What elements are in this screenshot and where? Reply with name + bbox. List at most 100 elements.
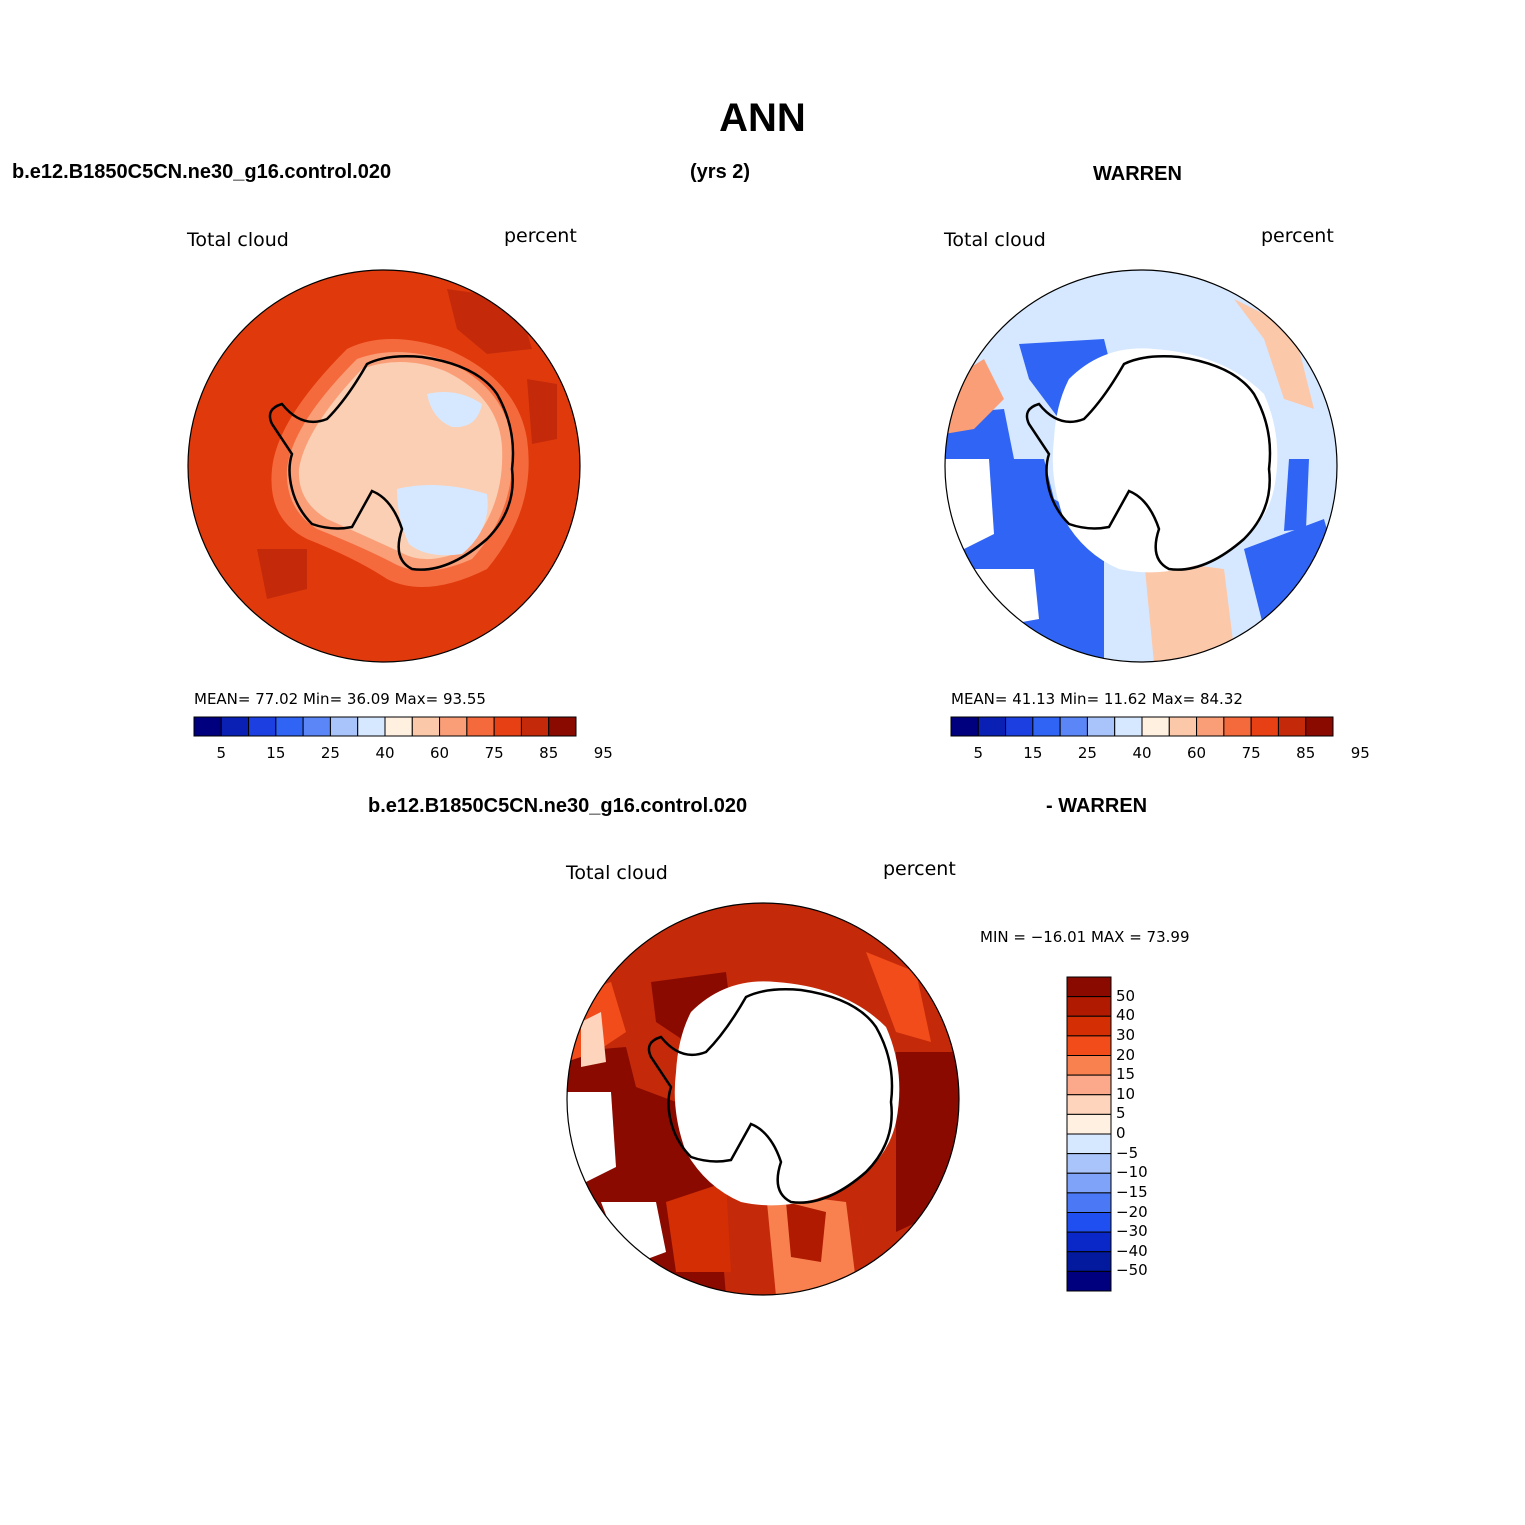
diff-colorbar-box: [1066, 996, 1112, 1017]
diff-colorbar-tick-label: −10: [1116, 1163, 1148, 1182]
diff-polar-map: [566, 902, 960, 1296]
diff-map-border: [566, 902, 960, 1296]
obs-colorbar-box: [1196, 716, 1225, 737]
obs-field-blue-southeast: [1244, 519, 1337, 629]
model-colorbar-box: [466, 716, 495, 737]
model-colorbar-box: [411, 716, 441, 737]
model-colorbar-tick-label: 15: [266, 744, 286, 762]
model-map-border: [187, 269, 581, 663]
model-colorbar-box: [275, 716, 304, 737]
model-field-low-patch-north: [427, 391, 482, 428]
obs-stats: MEAN= 41.13 Min= 11.62 Max= 84.32: [951, 690, 1243, 708]
diff-colorbar-box: [1066, 1251, 1112, 1272]
diff-colorbar-box: [1066, 1231, 1112, 1253]
obs-variable-label: Total cloud: [944, 229, 1046, 251]
obs-field-blue-northwest: [1019, 339, 1114, 419]
diff-field-light-west: [581, 1012, 606, 1067]
diff-colorbar-box: [1066, 1192, 1112, 1213]
model-colorbar-tick-label: 75: [484, 744, 504, 762]
diff-colorbar-tick-label: −40: [1116, 1241, 1148, 1260]
model-colorbar-box: [439, 716, 468, 737]
obs-colorbar-box: [1086, 716, 1116, 737]
model-field-dark-patch-south: [257, 549, 307, 599]
model-colorbar-tick-label: 25: [320, 744, 340, 762]
diff-colorbar-tick-label: 40: [1116, 1006, 1136, 1025]
obs-colorbar-tick-label: 95: [1350, 744, 1370, 762]
model-colorbar-box: [384, 716, 413, 737]
diff-colorbar-tick-label: 30: [1116, 1025, 1136, 1044]
obs-colorbar-tick-label: 25: [1077, 744, 1097, 762]
diff-colorbar-tick-label: −50: [1116, 1261, 1148, 1280]
diff-colorbar-box: [1066, 1270, 1112, 1292]
model-colorbar-tick-label: 60: [430, 744, 450, 762]
diff-colorbar-box: [1066, 976, 1112, 998]
diff-colorbar-box: [1066, 1113, 1112, 1135]
model-colorbar-box: [329, 716, 359, 737]
diff-colorbar-tick-label: 20: [1116, 1045, 1136, 1064]
diff-minmax: MIN = −16.01 MAX = 73.99: [980, 928, 1190, 946]
obs-field-blue-east: [1284, 459, 1309, 531]
model-colorbar-tick-label: 85: [539, 744, 559, 762]
diff-field-interior: [674, 981, 900, 1206]
obs-colorbar-tick-label: 15: [1023, 744, 1043, 762]
diff-colorbar-box: [1066, 1133, 1112, 1155]
obs-colorbar-tick-label: 40: [1132, 744, 1152, 762]
diff-colorbar: [1066, 976, 1112, 1292]
obs-colorbar-tick-label: 60: [1187, 744, 1207, 762]
obs-colorbar-box: [1223, 716, 1252, 737]
obs-field-white-south: [974, 569, 1039, 629]
model-variable-label: Total cloud: [187, 229, 289, 251]
diff-colorbar-tick-label: −30: [1116, 1222, 1148, 1241]
diff-field-dark-south: [786, 1202, 826, 1262]
diff-antarctica-coastline: [647, 988, 894, 1204]
obs-colorbar-box: [1005, 716, 1034, 737]
obs-colorbar-box: [1168, 716, 1198, 737]
obs-polar-map: [944, 269, 1338, 663]
diff-variable-label: Total cloud: [566, 862, 668, 884]
diff-units-label: percent: [883, 858, 956, 880]
obs-field-peach-northeast: [1234, 299, 1314, 409]
diff-case-name-label: b.e12.B1850C5CN.ne30_g16.control.020: [368, 795, 748, 817]
diff-colorbar-box: [1066, 1153, 1112, 1174]
obs-colorbar-box: [1032, 716, 1061, 737]
obs-colorbar-box: [1277, 716, 1307, 737]
obs-colorbar-box: [1114, 716, 1143, 737]
diff-colorbar-box: [1066, 1035, 1112, 1056]
case-name-label: b.e12.B1850C5CN.ne30_g16.control.020: [12, 161, 392, 183]
obs-colorbar-tick-label: 75: [1241, 744, 1261, 762]
diff-colorbar-tick-label: 0: [1116, 1124, 1126, 1142]
obs-colorbar-box: [1141, 716, 1170, 737]
obs-map-border: [944, 269, 1338, 663]
obs-antarctica-coastline: [1025, 355, 1272, 571]
obs-colorbar-tick-label: 5: [973, 744, 984, 762]
diff-colorbar-tick-label: −5: [1116, 1143, 1139, 1162]
model-field-low-patch: [397, 485, 488, 556]
obs-colorbar-box: [977, 716, 1007, 737]
diff-obs-name-label: - WARREN: [1046, 795, 1148, 817]
diff-colorbar-box: [1066, 1055, 1112, 1076]
obs-name-label: WARREN: [1093, 163, 1182, 185]
diff-colorbar-box: [1066, 1212, 1112, 1233]
obs-colorbar-tick-label: 85: [1296, 744, 1316, 762]
figure-title: ANN: [719, 96, 806, 140]
diff-colorbar-tick-label: 5: [1116, 1104, 1126, 1123]
obs-units-label: percent: [1261, 225, 1334, 247]
obs-colorbar: [950, 716, 1334, 737]
model-polar-map: [187, 269, 581, 663]
diff-colorbar-tick-label: −20: [1116, 1202, 1148, 1221]
model-stats: MEAN= 77.02 Min= 36.09 Max= 93.55: [194, 690, 486, 708]
model-colorbar-box: [248, 716, 277, 737]
model-colorbar-tick-label: 95: [593, 744, 613, 762]
model-colorbar-tick-label: 5: [216, 744, 227, 762]
years-label: (yrs 2): [690, 161, 751, 183]
model-units-label: percent: [504, 225, 577, 247]
diff-field-red-southwest: [666, 1182, 731, 1272]
diff-colorbar-tick-label: 10: [1116, 1084, 1136, 1103]
diff-colorbar-box: [1066, 1094, 1112, 1115]
obs-colorbar-box: [1250, 716, 1279, 737]
model-colorbar-box: [193, 716, 222, 737]
model-colorbar-box: [220, 716, 250, 737]
obs-colorbar-box: [1305, 716, 1334, 737]
model-colorbar: [193, 716, 577, 737]
diff-colorbar-tick-label: −15: [1116, 1182, 1148, 1201]
